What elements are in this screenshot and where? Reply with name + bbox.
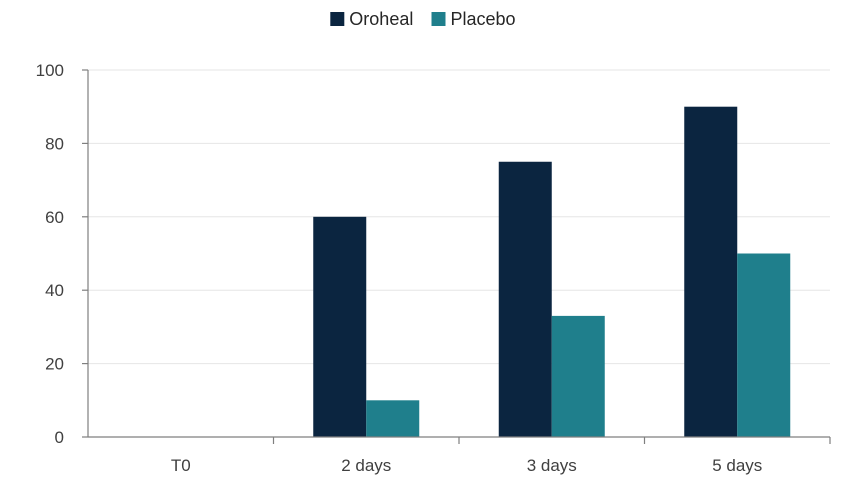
y-axis-ticks: 0 20 40 60 80 100 xyxy=(36,61,88,447)
bar-oroheal-3 xyxy=(684,106,738,437)
legend-label-oroheal: Oroheal xyxy=(349,9,413,29)
y-tick-label: 20 xyxy=(45,355,64,374)
x-axis-ticks: T0 2 days 3 days 5 days xyxy=(171,437,831,475)
y-tick-label: 0 xyxy=(55,428,64,447)
y-tick-label: 80 xyxy=(45,134,64,153)
bar-placebo-2 xyxy=(551,315,605,437)
bar-placebo-3 xyxy=(737,253,791,437)
bar-oroheal-1 xyxy=(313,216,367,437)
legend: Oroheal Placebo xyxy=(330,9,516,29)
y-tick-label: 40 xyxy=(45,281,64,300)
x-tick-label: 2 days xyxy=(341,456,391,475)
bars xyxy=(313,106,791,437)
legend-label-placebo: Placebo xyxy=(451,9,516,29)
legend-swatch-oroheal xyxy=(330,12,345,26)
x-tick-label: 5 days xyxy=(712,456,762,475)
y-tick-label: 100 xyxy=(36,61,64,80)
x-tick-label: 3 days xyxy=(527,456,577,475)
bar-oroheal-2 xyxy=(498,161,552,437)
bar-placebo-1 xyxy=(366,400,420,437)
y-tick-label: 60 xyxy=(45,208,64,227)
legend-swatch-placebo xyxy=(431,12,446,26)
x-tick-label: T0 xyxy=(171,456,191,475)
